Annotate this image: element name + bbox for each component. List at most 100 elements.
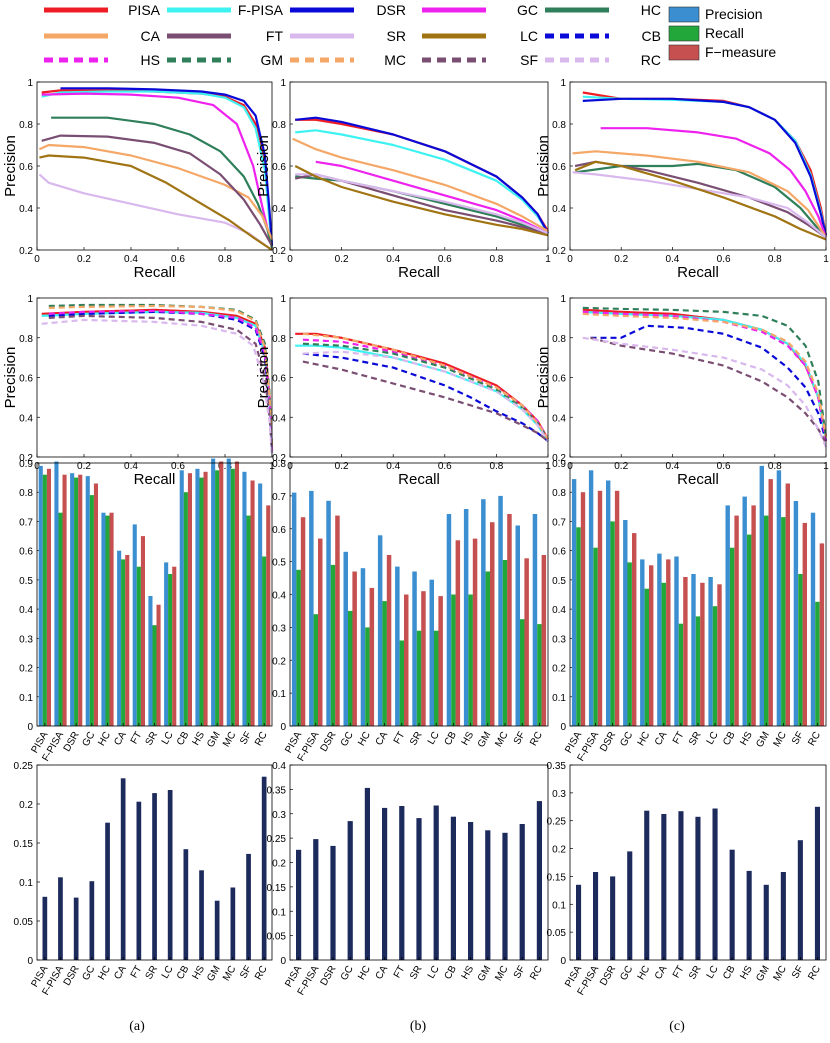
bar-recall-hs: [468, 594, 473, 726]
category-label: MC: [221, 964, 238, 983]
series-line-pisa: [295, 332, 549, 440]
y-tick-label: 0.05: [14, 917, 34, 928]
bar-ft: [136, 801, 142, 960]
bar-fmeasure-lc: [717, 584, 722, 726]
y-tick-label: 0.25: [14, 761, 34, 772]
bar-recall-gm: [215, 470, 220, 726]
bar-precision-mc: [776, 470, 782, 726]
bar-fmeasure-sr: [700, 582, 705, 726]
y-tick-label: 0.4: [272, 413, 286, 424]
category-label: CB: [175, 730, 192, 748]
y-tick-label: 0.2: [272, 656, 286, 667]
bar-recall-gm: [764, 515, 769, 726]
x-tick-label: 0: [34, 254, 40, 265]
series-line-gm: [582, 306, 828, 438]
bar-precision-dsr: [606, 480, 611, 726]
y-tick-label: 0: [27, 956, 33, 967]
series-line-gc: [315, 160, 549, 235]
bar-recall-mc: [502, 560, 508, 726]
y-tick-label: 0.7: [272, 492, 286, 503]
legend-label: SF: [520, 52, 538, 68]
bar-fmeasure-hc: [369, 587, 375, 726]
bar-precision-gc: [623, 520, 628, 726]
x-tick-label: 1: [269, 254, 275, 265]
bar-fmeasure-gc: [632, 533, 637, 726]
x-tick-label: 1: [823, 254, 829, 265]
bar-fmeasure-sf: [250, 480, 255, 726]
bar-recall-sr: [416, 630, 422, 726]
y-tick-label: 0.6: [272, 374, 286, 385]
bar-lc: [712, 808, 718, 960]
y-tick-label: 0.05: [267, 932, 287, 943]
legend-item-pisa: PISA: [44, 2, 161, 18]
legend-item-sf: SF: [422, 52, 538, 68]
bar-hc: [364, 787, 370, 960]
series-line-ca: [572, 150, 827, 239]
bar-recall-rc: [537, 624, 542, 726]
bar-cb: [729, 849, 735, 960]
bar-fmeasure-pisa: [46, 468, 51, 726]
category-label: FT: [671, 964, 687, 980]
y-tick-label: 1: [280, 78, 286, 89]
series-line-mc: [48, 304, 274, 450]
category-label: LC: [160, 964, 176, 981]
bar-rc: [814, 806, 820, 960]
legend: PISA F-PISA DSR GC HC CA FT SR LC CB HS GM MC SF RC: [44, 2, 661, 68]
y-axis-label: Precision: [2, 135, 19, 197]
bar-gc: [89, 881, 95, 960]
bar-ft: [678, 811, 684, 960]
y-tick-label: 0.5: [272, 558, 286, 569]
bar-precision-dsr: [326, 500, 331, 726]
bar-sr: [695, 816, 701, 960]
category-label: HC: [356, 730, 373, 748]
category-label: GC: [618, 964, 635, 982]
bar-fmeasure-ft: [404, 594, 409, 726]
bar-recall-pisa: [42, 474, 47, 726]
legend-label: DSR: [376, 2, 406, 18]
pr-chart-pr_b_dashed: 0 0.2 0.4 0.6 0.8 10.20.40.60.81RecallPrecisi…: [255, 294, 551, 488]
y-tick-label: 0: [560, 722, 566, 733]
metric-swatch-2: [668, 44, 700, 61]
axes-box: [569, 462, 827, 727]
x-tick-label: 0.2: [77, 461, 91, 472]
category-label: SF: [512, 964, 528, 981]
x-tick-label: 0: [567, 254, 573, 265]
y-tick-label: 0.35: [547, 761, 567, 772]
y-tick-label: 0.1: [272, 907, 286, 918]
category-label: CA: [653, 730, 670, 748]
y-tick-label: 0.1: [19, 878, 33, 889]
metric-swatch-0: [668, 6, 700, 23]
bar-precision-pisa: [38, 465, 43, 726]
y-axis-label: Precision: [535, 135, 552, 197]
bar-recall-gc: [348, 610, 353, 726]
bar-recall-gc: [89, 495, 94, 726]
legend-label: SR: [387, 28, 406, 44]
x-axis-label: Recall: [398, 264, 440, 281]
series-line-sf: [302, 360, 549, 442]
category-label: HS: [460, 730, 477, 748]
category-label: CA: [374, 964, 391, 982]
series-line-hs: [582, 310, 828, 442]
series-line-sf: [48, 314, 274, 454]
y-tick-label: 1: [560, 78, 566, 89]
y-tick-label: 0.4: [552, 605, 566, 616]
series-line-lc: [574, 160, 827, 241]
y-tick-label: 0.6: [272, 162, 286, 173]
bar-f-pisa: [593, 872, 599, 960]
bar-fmeasure-hs: [203, 471, 208, 726]
legend-label: PISA: [128, 2, 161, 18]
y-tick-label: 0.8: [552, 120, 566, 131]
y-tick-label: 0.3: [552, 634, 566, 645]
legend-item-hs: HS: [44, 52, 160, 68]
series-line-lc: [39, 154, 273, 251]
bar-precision-rc: [532, 514, 538, 726]
legend-label: F-PISA: [238, 2, 284, 18]
bar-fmeasure-lc: [172, 566, 177, 726]
y-tick-label: 0.2: [272, 246, 286, 257]
y-tick-label: 0.9: [19, 459, 33, 470]
category-label: HC: [636, 964, 653, 982]
bar-chart-bars_a: 00.10.20.30.40.50.60.70.80.9PISAF-PISADS…: [19, 458, 273, 763]
category-label: HS: [191, 730, 208, 748]
bar-recall-mc: [230, 468, 235, 726]
